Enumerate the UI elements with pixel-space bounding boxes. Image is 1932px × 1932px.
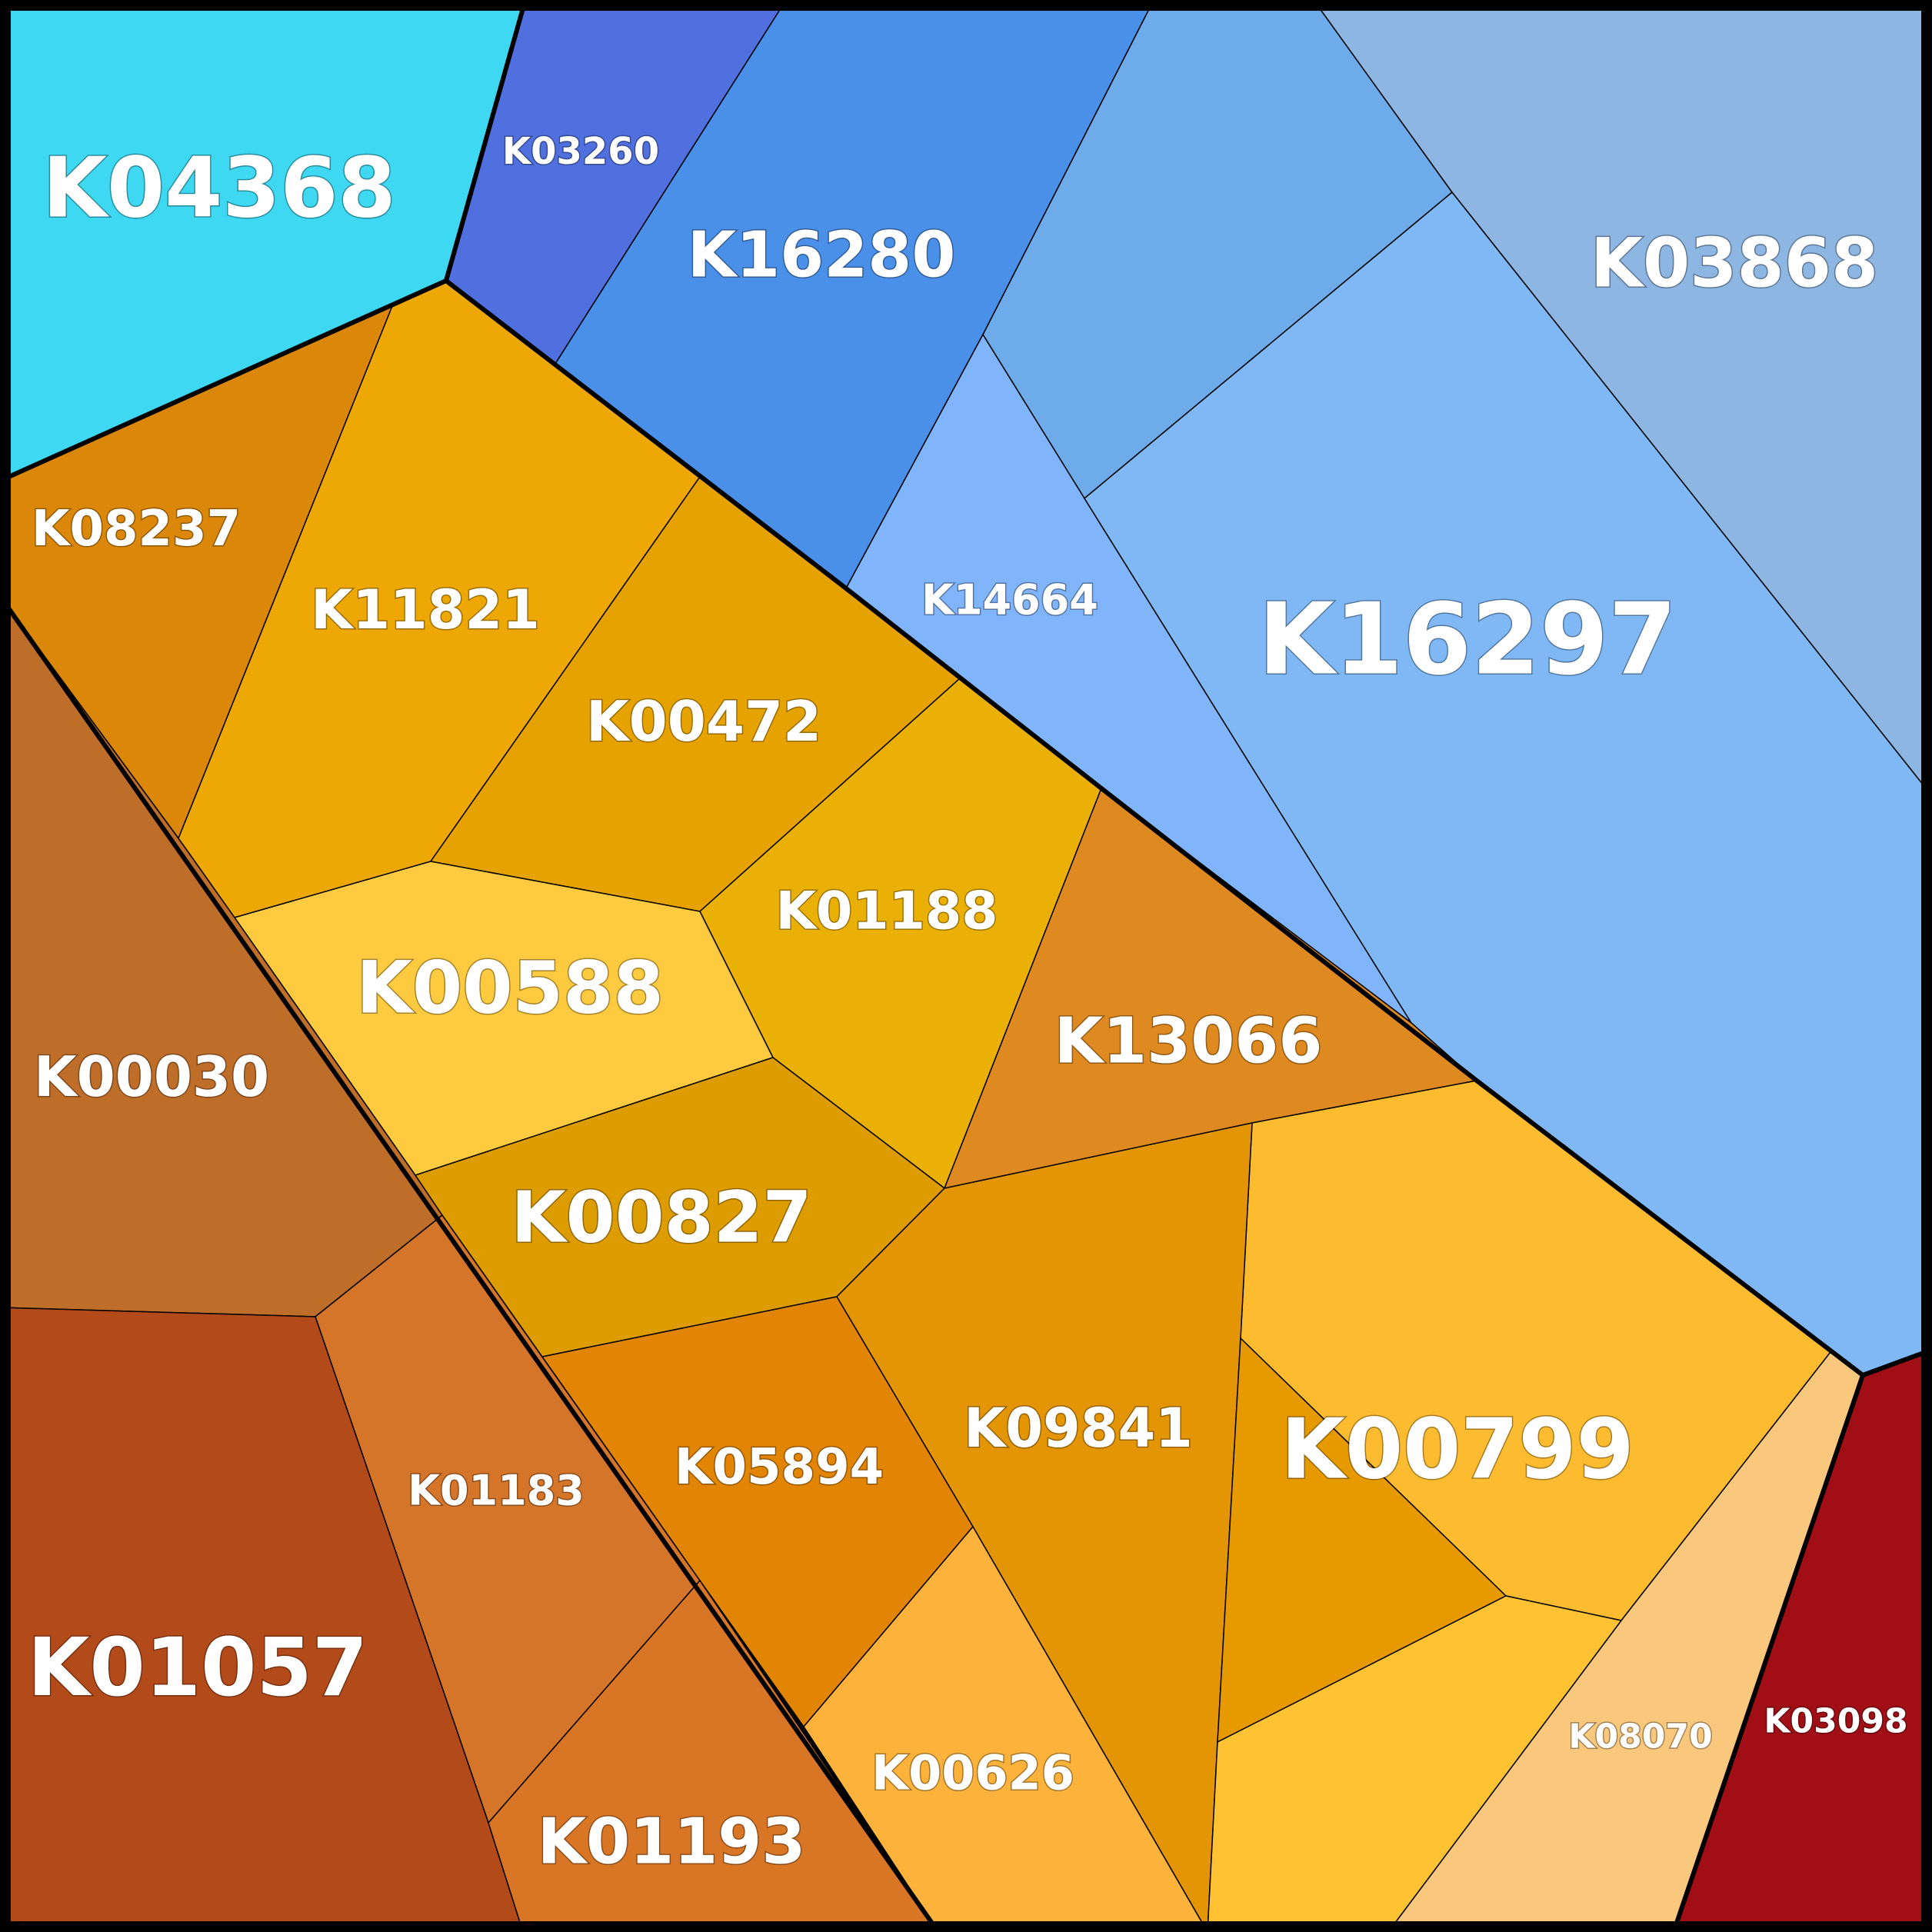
cell-label-k04368: K04368 (42, 141, 395, 237)
cell-label-k01188: K01188 (775, 881, 998, 942)
cell-label-k16297: K16297 (1258, 583, 1677, 698)
cell-label-k03098: K03098 (1764, 1702, 1907, 1741)
cell-label-k03260: K03260 (502, 130, 659, 173)
cell-label-k00472: K00472 (586, 689, 821, 754)
cell-label-k05894: K05894 (675, 1439, 884, 1496)
cell-label-k08070: K08070 (1568, 1717, 1712, 1757)
cell-label-k00827: K00827 (511, 1177, 811, 1259)
cell-label-k01057: K01057 (28, 1621, 368, 1714)
cell-label-k00799: K00799 (1281, 1402, 1634, 1498)
cell-label-k08237: K08237 (32, 501, 241, 558)
cell-label-k03868: K03868 (1591, 224, 1878, 303)
cell-label-k14664: K14664 (921, 576, 1098, 625)
brown-orange-group-divider (0, 595, 941, 1932)
cell-label-k13066: K13066 (1054, 1005, 1323, 1078)
cell-k00799-south (1207, 1595, 1623, 1932)
label-layer: K04368 K03260 K16280 K03868 K08237 K11821 K004… (26, 129, 1909, 1880)
cell-k03868 (1313, 0, 1932, 798)
cell-k00626 (803, 1525, 1208, 1932)
cell-label-k01193: K01193 (538, 1806, 806, 1879)
cell-label-k00030: K00030 (34, 1044, 269, 1109)
cell-label-k16280: K16280 (688, 219, 956, 292)
cell-label-k11821: K11821 (311, 578, 540, 641)
cell-label-k09841: K09841 (964, 1397, 1193, 1460)
cell-label-k00626: K00626 (871, 1745, 1074, 1801)
cell-k01193 (488, 1579, 939, 1932)
orange-blue-group-divider (445, 278, 1932, 1377)
red-group-border (1671, 1374, 1865, 1932)
cell-label-k01183: K01183 (408, 1467, 585, 1515)
cell-label-k00588: K00588 (356, 947, 664, 1031)
